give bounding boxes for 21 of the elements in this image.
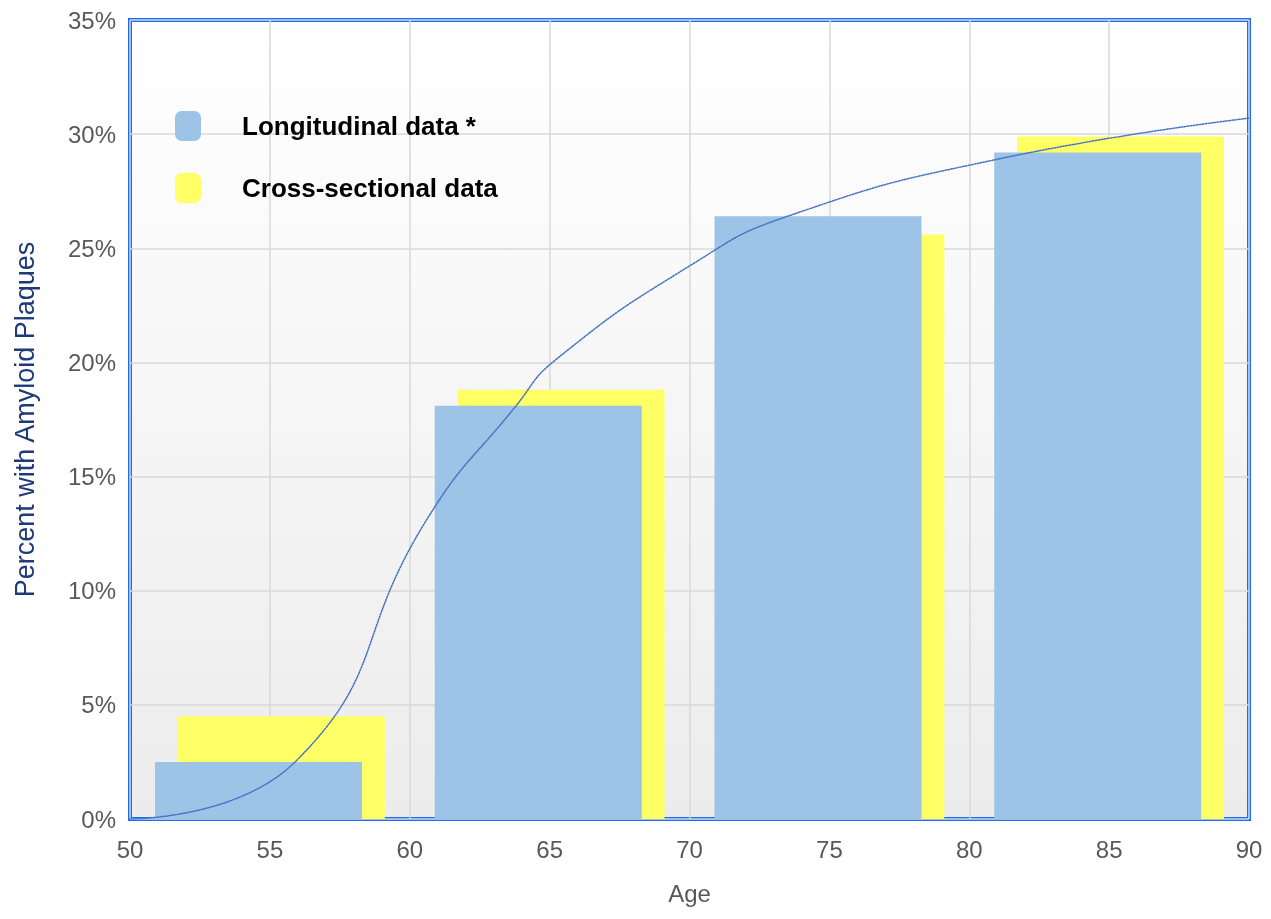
y-tick-label: 25% bbox=[67, 234, 116, 262]
legend-label: Cross-sectional data bbox=[242, 173, 499, 203]
y-tick-label: 10% bbox=[67, 577, 116, 605]
legend-label: Longitudinal data * bbox=[242, 111, 477, 141]
y-tick-label: 15% bbox=[67, 463, 116, 491]
x-tick-label: 70 bbox=[676, 835, 703, 863]
y-axis-title: Percent with Amyloid Plaques bbox=[9, 241, 40, 598]
y-tick-label: 0% bbox=[81, 805, 116, 833]
y-tick-label: 20% bbox=[67, 348, 116, 376]
y-tick-label: 30% bbox=[67, 120, 116, 148]
x-tick-label: 85 bbox=[1095, 835, 1123, 863]
x-tick-label: 55 bbox=[256, 835, 284, 863]
x-tick-label: 60 bbox=[396, 835, 424, 863]
x-tick-label: 90 bbox=[1235, 835, 1263, 863]
y-tick-label: 35% bbox=[67, 6, 116, 34]
x-tick-label: 75 bbox=[816, 835, 843, 863]
x-tick-label: 50 bbox=[116, 835, 144, 863]
x-tick-label: 80 bbox=[955, 835, 983, 863]
y-tick-label: 5% bbox=[81, 691, 116, 719]
x-axis-title: Age bbox=[668, 879, 711, 907]
x-tick-label: 65 bbox=[536, 835, 563, 863]
